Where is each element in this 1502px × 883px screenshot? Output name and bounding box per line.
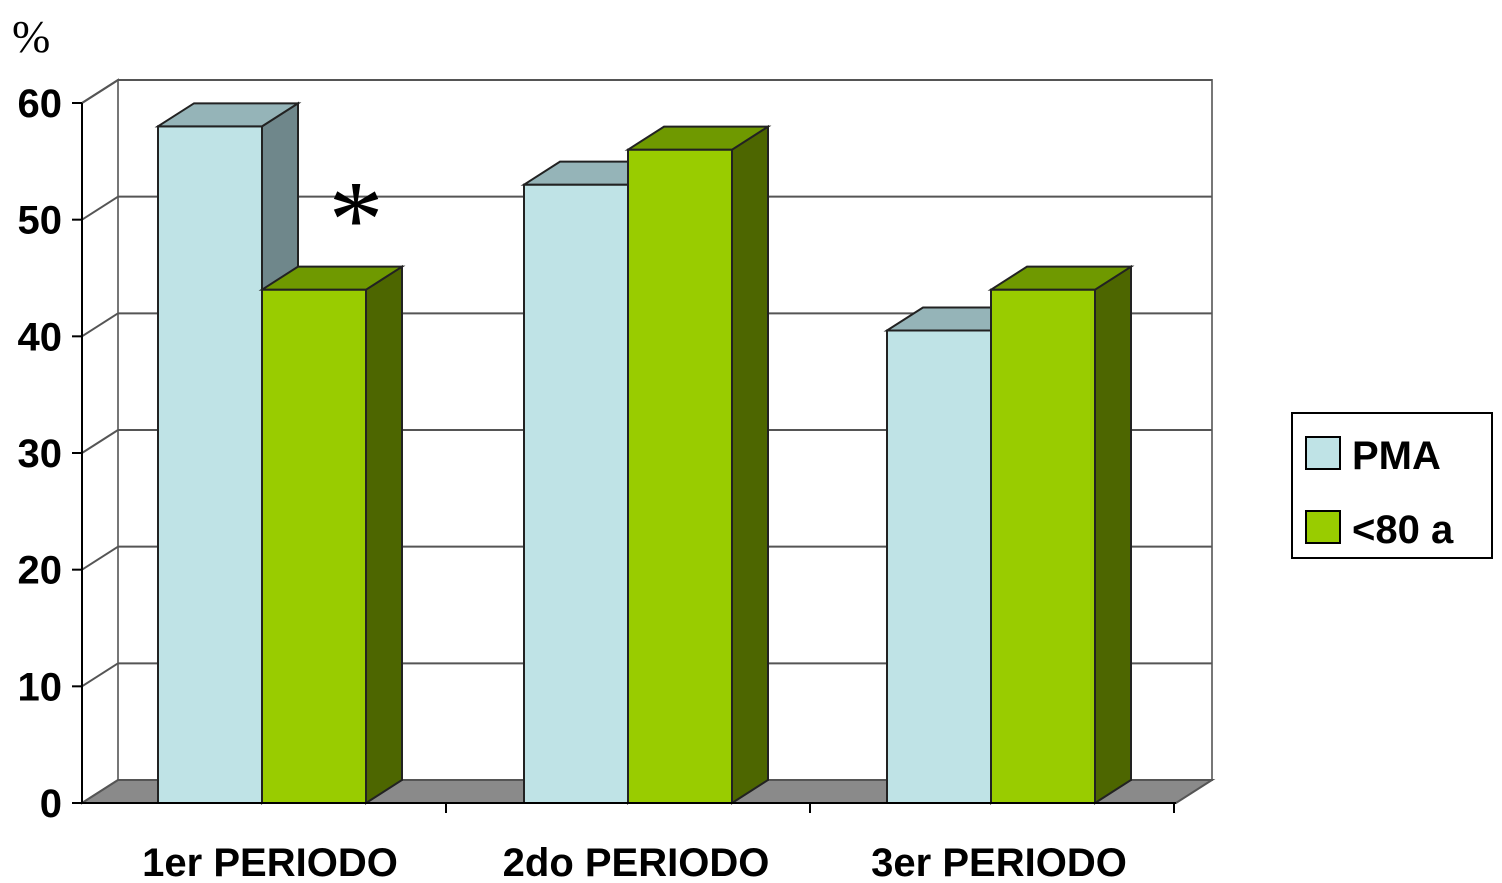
y-tick-label: 20 xyxy=(18,549,63,593)
gridline-side xyxy=(81,312,119,338)
bar-top xyxy=(987,265,1135,291)
bars xyxy=(154,101,1135,805)
bar-front xyxy=(627,148,733,804)
x-axis-categories: 1er PERIODO 2do PERIODO 3er PERIODO xyxy=(82,802,1176,883)
significance-asterisk: * xyxy=(329,158,384,280)
y-tick-label: 60 xyxy=(18,82,63,126)
bar-front xyxy=(990,288,1096,804)
bar-top xyxy=(258,265,406,291)
bar-side xyxy=(1094,264,1132,805)
bar-front xyxy=(886,329,992,804)
x-category-label: 1er PERIODO xyxy=(142,841,398,883)
gridline-side xyxy=(81,195,119,221)
bar-top xyxy=(154,102,302,128)
gridline-side xyxy=(81,545,119,571)
legend-label-under-80: <80 a xyxy=(1352,508,1454,552)
gridline-side xyxy=(81,429,119,454)
bar-front xyxy=(261,288,367,804)
legend-swatch-under-80 xyxy=(1305,510,1341,544)
bar-side xyxy=(731,124,769,805)
y-axis-unit-label: % xyxy=(12,11,50,62)
legend-label-pma: PMA xyxy=(1352,434,1441,478)
bar-side xyxy=(365,264,403,805)
bar-front xyxy=(157,125,263,805)
legend: PMA <80 a xyxy=(1291,412,1493,559)
x-category-label: 2do PERIODO xyxy=(503,841,770,883)
y-tick-label: 30 xyxy=(18,432,63,476)
y-tick-label: 40 xyxy=(18,315,63,359)
y-axis-ticks: 0 10 20 30 40 50 60 xyxy=(18,82,83,826)
gridline-side xyxy=(81,662,119,688)
y-tick-label: 50 xyxy=(18,199,63,243)
y-tick-label: 0 xyxy=(40,782,62,826)
gridline-side xyxy=(81,79,119,104)
bar-front xyxy=(523,183,629,804)
y-tick-label: 10 xyxy=(18,665,63,709)
bar-top xyxy=(624,125,772,151)
x-category-label: 3er PERIODO xyxy=(871,841,1127,883)
legend-swatch-pma xyxy=(1305,436,1341,470)
